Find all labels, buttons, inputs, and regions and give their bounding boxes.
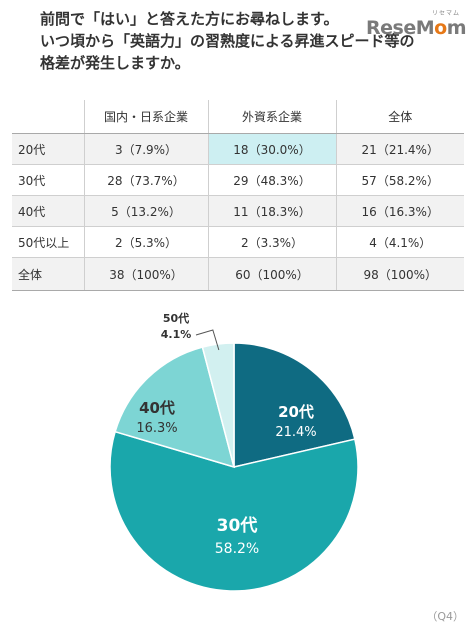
table-cell: 2（5.3%） (83, 226, 208, 258)
resemom-logo: リセマム ReseMom (366, 10, 467, 39)
table-cell: 98（100%） (335, 257, 464, 291)
table-cell: 2（3.3%） (207, 226, 336, 258)
row-label: 全体 (12, 257, 84, 291)
slice-30s (109, 430, 359, 592)
leader-line (195, 329, 220, 351)
slice-40s (114, 346, 236, 469)
slice-label: 40代 (139, 399, 175, 417)
table-cell: 57（58.2%） (335, 164, 464, 196)
table-cell-highlighted: 18（30.0%） (207, 133, 336, 165)
question-number: （Q4） (426, 610, 464, 623)
table-row: 50代以上 2（5.3%） 2（3.3%） 4（4.1%） (12, 226, 464, 258)
table-cell: 21（21.4%） (335, 133, 464, 165)
table-cell: 11（18.3%） (207, 195, 336, 227)
slice-value-label: 4.1% (161, 328, 192, 341)
header-domestic: 国内・日系企業 (83, 100, 208, 134)
table-cell: 5（13.2%） (83, 195, 208, 227)
slice-20s (233, 342, 356, 468)
logo-text: ReseMom (366, 17, 467, 39)
slice-50s (201, 342, 235, 468)
slice-value-label: 58.2% (215, 541, 259, 557)
row-label: 20代 (12, 133, 84, 165)
table-row-total: 全体 38（100%） 60（100%） 98（100%） (12, 257, 464, 291)
header-corner (12, 100, 84, 134)
table-cell: 16（16.3%） (335, 195, 464, 227)
table-header-row: 国内・日系企業 外資系企業 全体 (12, 100, 464, 134)
slice-label: 30代 (217, 515, 258, 536)
row-label: 40代 (12, 195, 84, 227)
table-cell: 29（48.3%） (207, 164, 336, 196)
question-line-2: いつ頃から「英語力」の習熟度による昇進スピード等の (40, 32, 415, 50)
table-cell: 60（100%） (207, 257, 336, 291)
table-row: 30代 28（73.7%） 29（48.3%） 57（58.2%） (12, 164, 464, 196)
pie-chart: 20代 21.4% 30代 58.2% 40代 16.3% 50代 4.1% (109, 311, 359, 592)
header-total: 全体 (335, 100, 464, 134)
row-label: 50代以上 (12, 226, 84, 258)
table-cell: 4（4.1%） (335, 226, 464, 258)
table-cell: 38（100%） (83, 257, 208, 291)
table-row: 20代 3（7.9%） 18（30.0%） 21（21.4%） (12, 133, 464, 165)
table-row: 40代 5（13.2%） 11（18.3%） 16（16.3%） (12, 195, 464, 227)
slice-label: 50代 (163, 311, 189, 325)
results-table: 国内・日系企業 外資系企業 全体 20代 3（7.9%） 18（30.0%） 2… (12, 100, 464, 291)
header-foreign: 外資系企業 (207, 100, 336, 134)
table-cell: 3（7.9%） (83, 133, 208, 165)
row-label: 30代 (12, 164, 84, 196)
question-text: 前問で「はい」と答えた方にお尋ねします。 いつ頃から「英語力」の習熟度による昇進… (40, 8, 415, 74)
slice-value-label: 21.4% (275, 425, 316, 440)
logo-ruby: リセマム (431, 10, 460, 17)
question-line-1: 前問で「はい」と答えた方にお尋ねします。 (40, 10, 339, 28)
slice-value-label: 16.3% (136, 421, 177, 436)
question-line-3: 格差が発生しますか。 (40, 54, 190, 72)
slice-label: 20代 (278, 403, 314, 421)
table-cell: 28（73.7%） (83, 164, 208, 196)
